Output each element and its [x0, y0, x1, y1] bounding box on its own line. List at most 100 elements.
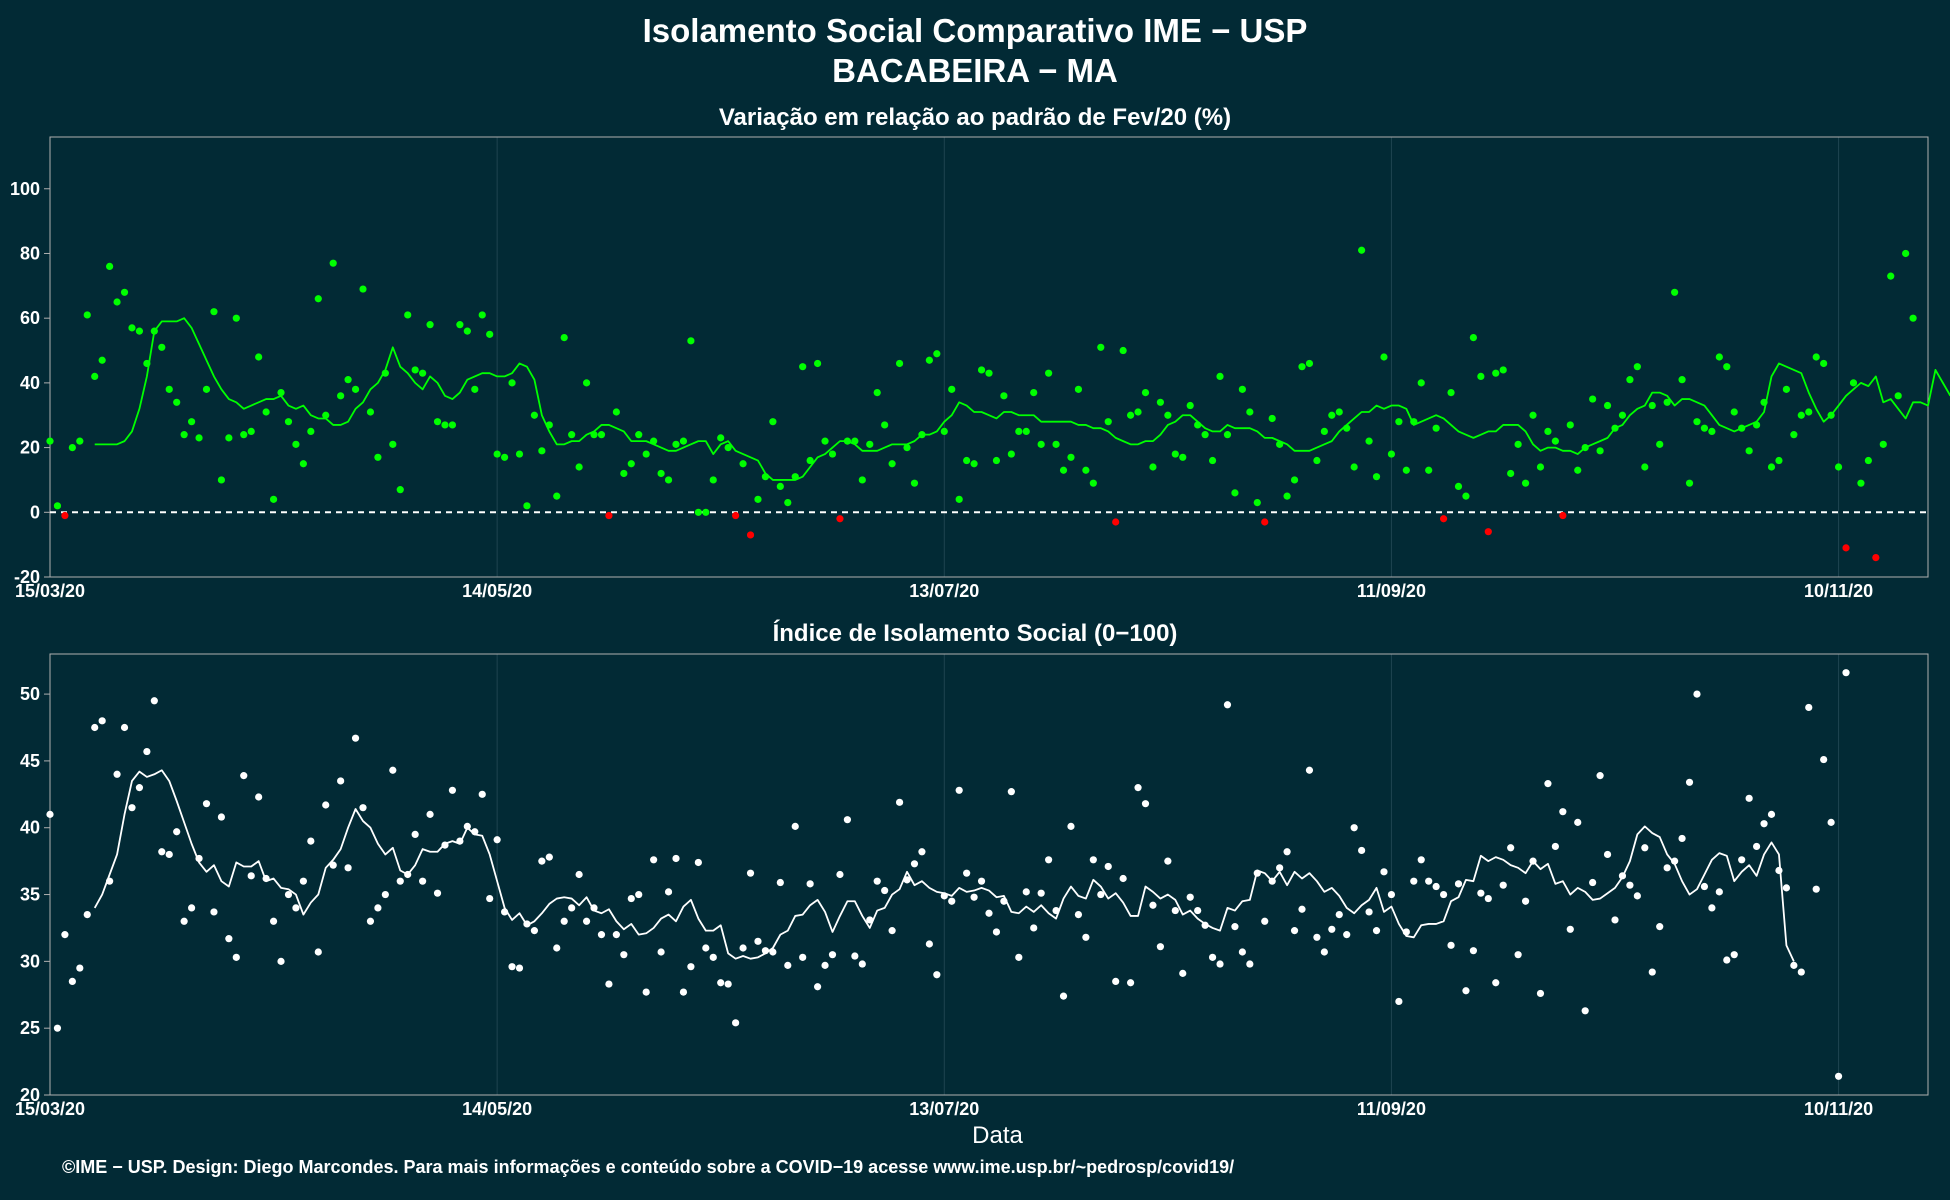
data-point: [1261, 518, 1269, 526]
data-point: [694, 508, 702, 516]
data-point: [91, 372, 99, 381]
data-point: [784, 498, 792, 507]
data-point: [851, 952, 859, 960]
data-point: [1559, 808, 1567, 816]
plot-frame: [49, 136, 1929, 578]
data-point: [1536, 989, 1545, 998]
data-point: [1499, 881, 1507, 889]
data-point: [478, 790, 486, 798]
data-point: [1171, 906, 1179, 915]
data-point: [545, 853, 553, 861]
data-point: [165, 385, 173, 393]
data-point: [1305, 766, 1314, 774]
data-point: [664, 888, 673, 896]
data-point: [1380, 868, 1388, 876]
data-point: [761, 947, 770, 955]
data-point: [627, 460, 635, 468]
data-point: [1842, 544, 1850, 552]
data-point: [769, 418, 777, 426]
data-point: [471, 828, 479, 836]
data-point: [1678, 834, 1686, 843]
data-point: [1633, 892, 1641, 900]
data-point: [471, 385, 479, 393]
data-point: [426, 810, 434, 818]
data-point: [1119, 346, 1127, 355]
data-point: [724, 980, 732, 988]
data-point: [351, 734, 360, 742]
y-tick-label: 50: [20, 684, 40, 704]
data-point: [1283, 492, 1291, 500]
data-point: [1581, 443, 1589, 452]
data-point: [1082, 466, 1090, 474]
data-point: [1141, 388, 1150, 397]
data-point: [1574, 818, 1582, 826]
data-point: [1126, 979, 1135, 987]
data-point: [977, 366, 986, 374]
data-point: [180, 917, 188, 925]
data-point: [344, 376, 352, 384]
data-point: [1194, 906, 1202, 915]
data-point: [1268, 414, 1276, 423]
data-point: [948, 897, 956, 905]
data-point: [1857, 479, 1865, 487]
data-point: [120, 723, 129, 732]
data-point: [1097, 343, 1105, 351]
data-point: [1067, 453, 1075, 461]
data-point: [746, 531, 755, 539]
data-point: [590, 431, 598, 439]
data-point: [106, 877, 114, 885]
data-point: [187, 904, 196, 912]
data-point: [858, 960, 866, 968]
data-point: [1685, 778, 1694, 786]
data-point: [1566, 421, 1574, 429]
data-point: [411, 366, 419, 374]
data-point: [1290, 927, 1299, 935]
y-tick-label: 0: [30, 502, 40, 522]
data-point: [1335, 408, 1343, 416]
data-point: [1089, 479, 1097, 487]
data-point: [1015, 427, 1023, 436]
data-point: [955, 786, 963, 794]
data-point: [1611, 916, 1619, 924]
data-point: [202, 385, 211, 393]
data-point: [53, 502, 62, 510]
data-point: [582, 917, 591, 925]
data-point: [1544, 427, 1552, 436]
data-point: [307, 837, 315, 845]
data-point: [903, 443, 911, 452]
data-point: [732, 511, 740, 520]
data-point: [1775, 456, 1783, 465]
data-point: [1663, 398, 1671, 406]
data-point: [1454, 880, 1463, 888]
data-point: [337, 777, 345, 785]
data-point: [46, 437, 54, 445]
data-point: [1045, 856, 1053, 864]
data-point: [1276, 440, 1284, 448]
data-point: [277, 388, 285, 397]
data-point: [83, 910, 91, 919]
data-point: [1171, 450, 1179, 458]
data-point: [106, 262, 114, 271]
data-point: [1864, 456, 1872, 465]
data-point: [247, 872, 255, 880]
data-point: [1767, 463, 1776, 471]
data-point: [1641, 463, 1649, 471]
data-point: [851, 437, 859, 445]
data-point: [828, 450, 837, 458]
data-point: [620, 469, 628, 478]
data-point: [627, 894, 635, 903]
data-point: [314, 948, 322, 956]
data-point: [605, 980, 613, 988]
data-point: [1179, 453, 1187, 461]
data-point: [575, 870, 583, 879]
data-point: [1231, 489, 1239, 497]
data-point: [1529, 411, 1537, 419]
data-point: [68, 977, 76, 986]
data-point: [150, 327, 158, 335]
data-point: [672, 440, 680, 448]
data-point: [448, 786, 457, 794]
data-point: [1618, 411, 1627, 419]
data-point: [463, 822, 471, 830]
data-point: [910, 860, 919, 868]
data-point: [1417, 856, 1425, 864]
